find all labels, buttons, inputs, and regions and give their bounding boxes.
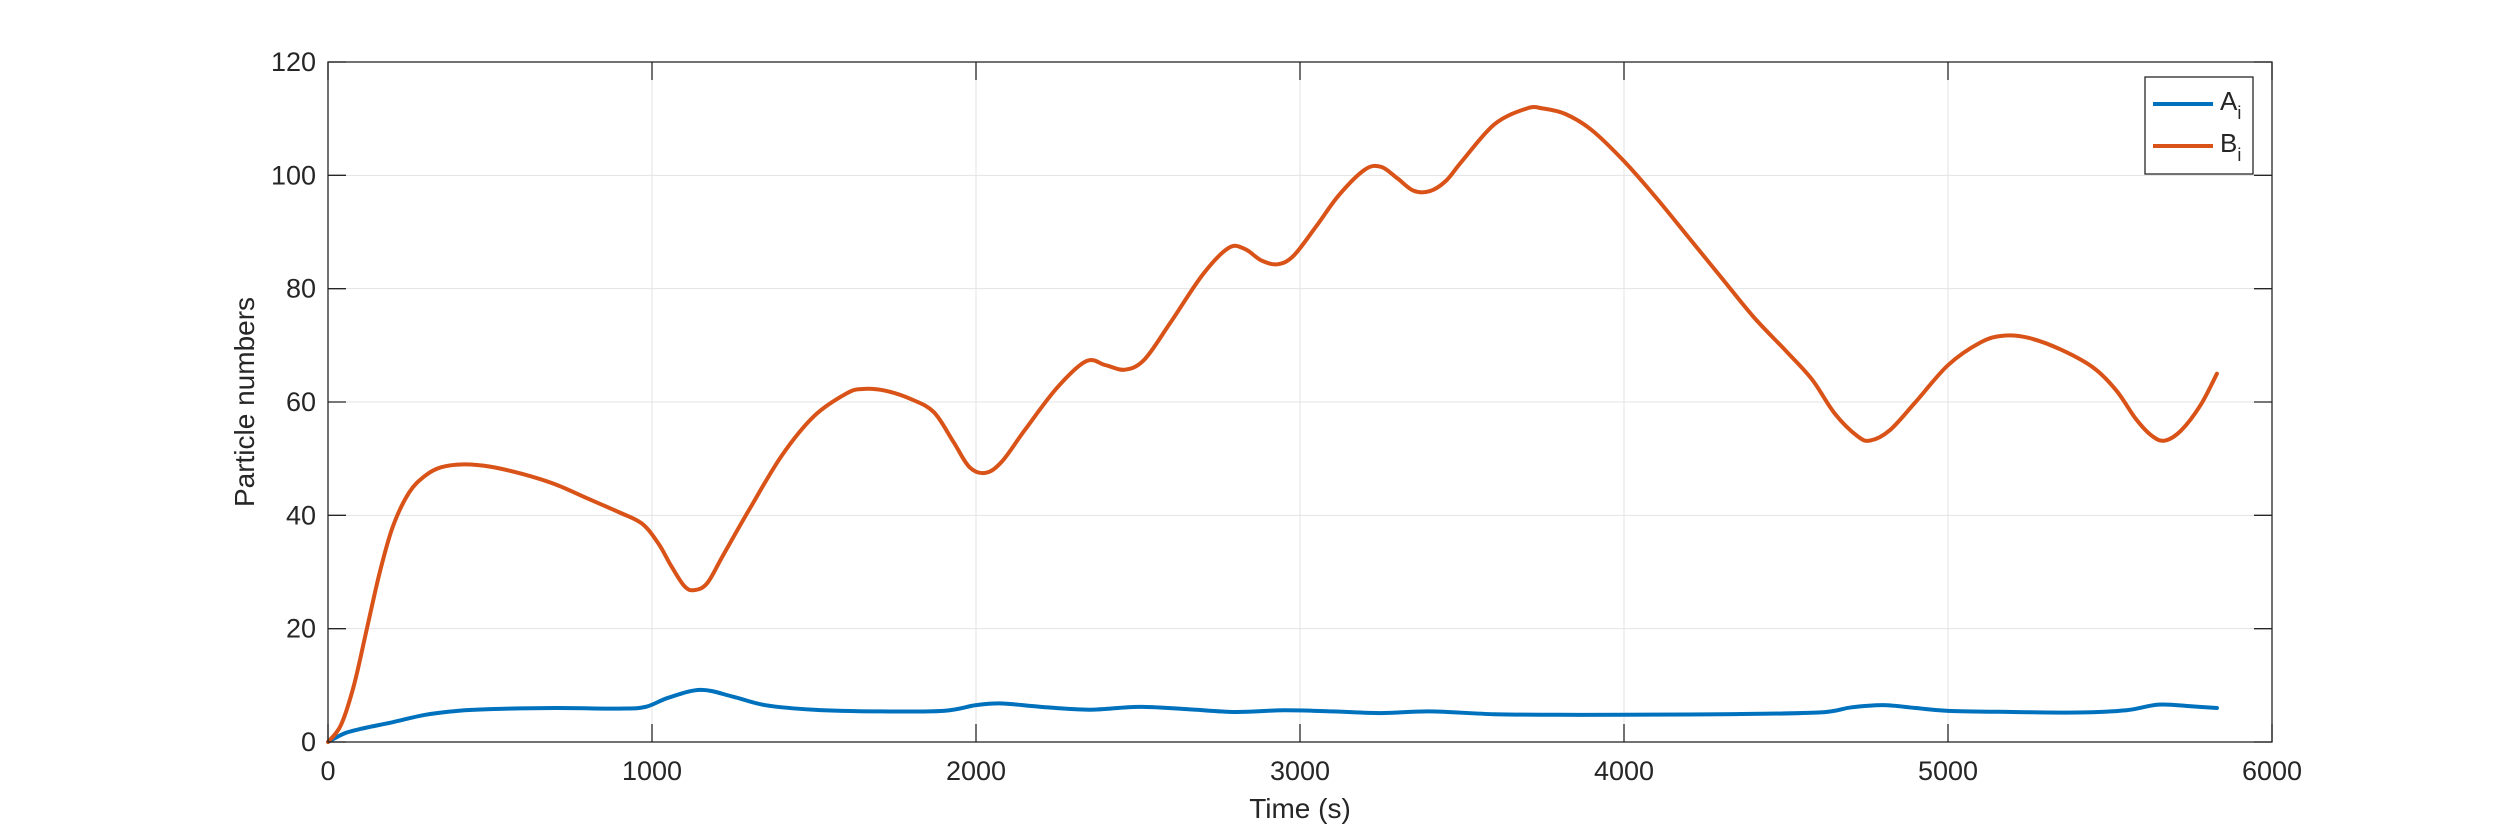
legend-label-b-sub: i [2237,145,2241,165]
x-tick-label: 5000 [1918,756,1978,786]
x-tick-label: 3000 [1270,756,1330,786]
series-line-a [326,687,2219,744]
y-tick-label: 40 [286,500,316,530]
y-tick-label: 20 [286,614,316,644]
legend-box [2144,76,2254,175]
legend-label-b: Bi [2220,128,2241,165]
x-tick-label: 0 [320,756,335,786]
legend-label-b-name: B [2220,128,2237,158]
y-tick-label: 120 [271,47,316,77]
legend-label-a: Ai [2220,86,2241,123]
tick-labels: 0 1000 2000 3000 4000 5000 6000 0 20 40 60 80 100 120 [271,47,2302,786]
y-tick-label: 60 [286,387,316,417]
x-tick-label: 2000 [946,756,1006,786]
y-tick-label: 80 [286,274,316,304]
x-tick-label: 4000 [1594,756,1654,786]
x-tick-label: 6000 [2242,756,2302,786]
series-line-b [326,105,2219,744]
y-tick-label: 100 [271,160,316,190]
axis-ticks [327,61,2273,743]
y-tick-label: 0 [301,727,316,757]
x-axis-label: Time (s) [1249,793,1351,824]
y-axis-label: Particle numbers [229,297,260,507]
series-layer [326,105,2219,744]
legend: Ai Bi [2144,76,2254,175]
x-tick-label: 1000 [622,756,682,786]
legend-label-a-name: A [2220,86,2238,116]
legend-label-a-sub: i [2237,103,2241,123]
